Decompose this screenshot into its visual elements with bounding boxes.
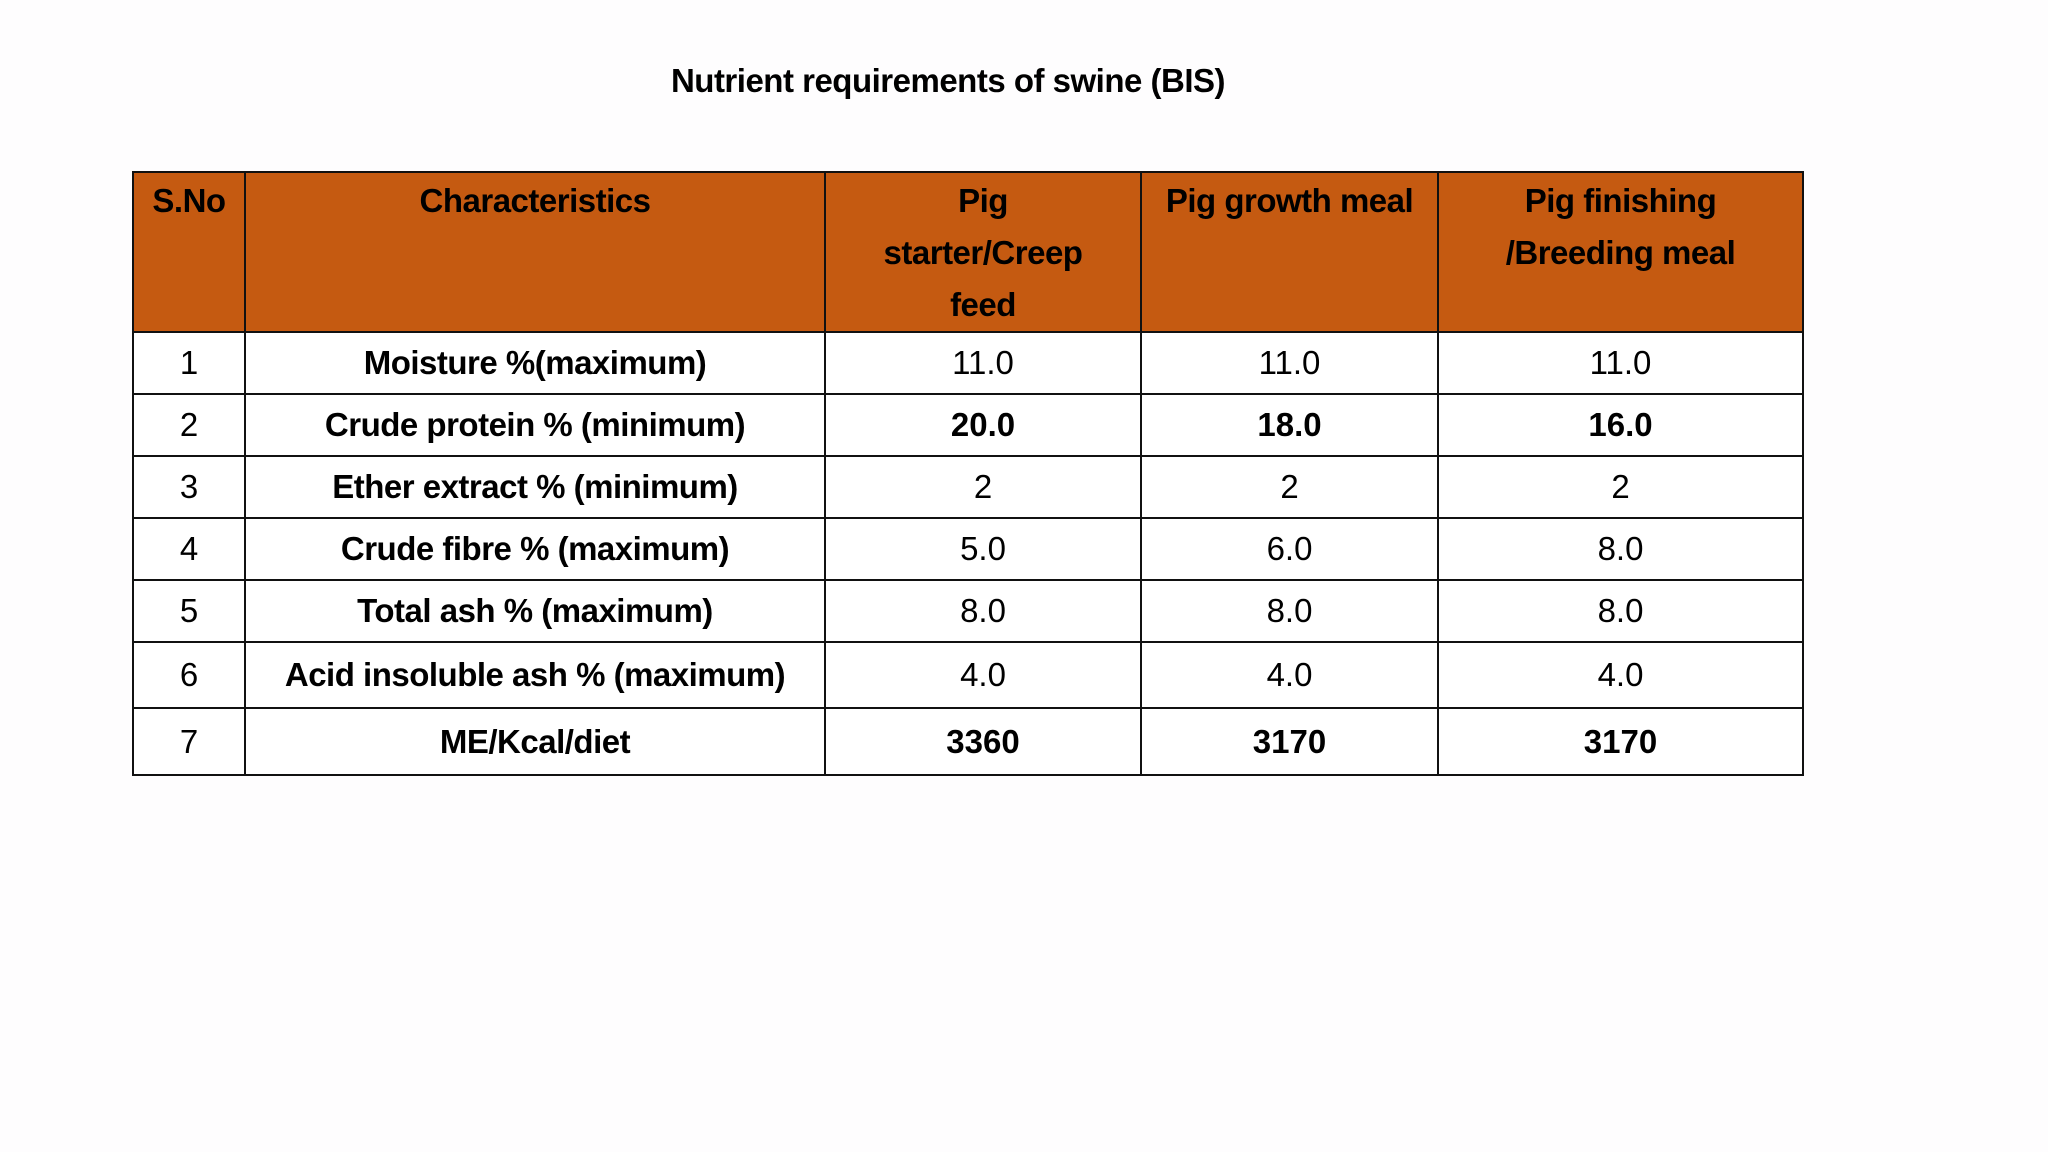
page-title: Nutrient requirements of swine (BIS) [670,62,1226,99]
cell-finishing: 2 [1437,455,1804,519]
cell-growth: 4.0 [1140,641,1439,709]
cell-characteristic: Moisture %(maximum) [244,331,826,395]
nutrient-table: S.No Characteristics Pig starter/Creep f… [132,171,1804,776]
table-header-row: S.No Characteristics Pig starter/Creep f… [132,171,1804,333]
cell-characteristic: Acid insoluble ash % (maximum) [244,641,826,709]
column-header-starter-label: Pig starter/Creep feed [883,182,1083,323]
cell-finishing: 3170 [1437,707,1804,776]
cell-characteristic: ME/Kcal/diet [244,707,826,776]
cell-finishing: 16.0 [1437,393,1804,457]
cell-finishing: 11.0 [1437,331,1804,395]
column-header-finishing: Pig finishing /Breeding meal [1437,171,1804,333]
cell-sno: 3 [132,455,246,519]
cell-starter: 5.0 [824,517,1142,581]
cell-finishing: 8.0 [1437,579,1804,643]
table-row: 4 Crude fibre % (maximum) 5.0 6.0 8.0 [132,517,1804,581]
table-row: 5 Total ash % (maximum) 8.0 8.0 8.0 [132,579,1804,643]
cell-finishing: 8.0 [1437,517,1804,581]
column-header-growth: Pig growth meal [1140,171,1439,333]
cell-characteristic: Crude fibre % (maximum) [244,517,826,581]
cell-starter: 8.0 [824,579,1142,643]
table-row: 3 Ether extract % (minimum) 2 2 2 [132,455,1804,519]
cell-sno: 5 [132,579,246,643]
table-row: 1 Moisture %(maximum) 11.0 11.0 11.0 [132,331,1804,395]
cell-growth: 8.0 [1140,579,1439,643]
table-row: 2 Crude protein % (minimum) 20.0 18.0 16… [132,393,1804,457]
cell-characteristic: Crude protein % (minimum) [244,393,826,457]
column-header-sno: S.No [132,171,246,333]
cell-growth: 11.0 [1140,331,1439,395]
table-row: 6 Acid insoluble ash % (maximum) 4.0 4.0… [132,641,1804,709]
column-header-finishing-label: Pig finishing /Breeding meal [1505,182,1736,271]
column-header-characteristics: Characteristics [244,171,826,333]
cell-starter: 3360 [824,707,1142,776]
cell-sno: 4 [132,517,246,581]
cell-growth: 2 [1140,455,1439,519]
cell-sno: 7 [132,707,246,776]
cell-starter: 20.0 [824,393,1142,457]
cell-finishing: 4.0 [1437,641,1804,709]
cell-sno: 6 [132,641,246,709]
cell-starter: 2 [824,455,1142,519]
cell-characteristic: Total ash % (maximum) [244,579,826,643]
cell-starter: 4.0 [824,641,1142,709]
cell-growth: 18.0 [1140,393,1439,457]
table-row: 7 ME/Kcal/diet 3360 3170 3170 [132,707,1804,776]
cell-sno: 2 [132,393,246,457]
cell-growth: 3170 [1140,707,1439,776]
cell-starter: 11.0 [824,331,1142,395]
cell-sno: 1 [132,331,246,395]
cell-characteristic: Ether extract % (minimum) [244,455,826,519]
column-header-starter: Pig starter/Creep feed [824,171,1142,333]
cell-growth: 6.0 [1140,517,1439,581]
